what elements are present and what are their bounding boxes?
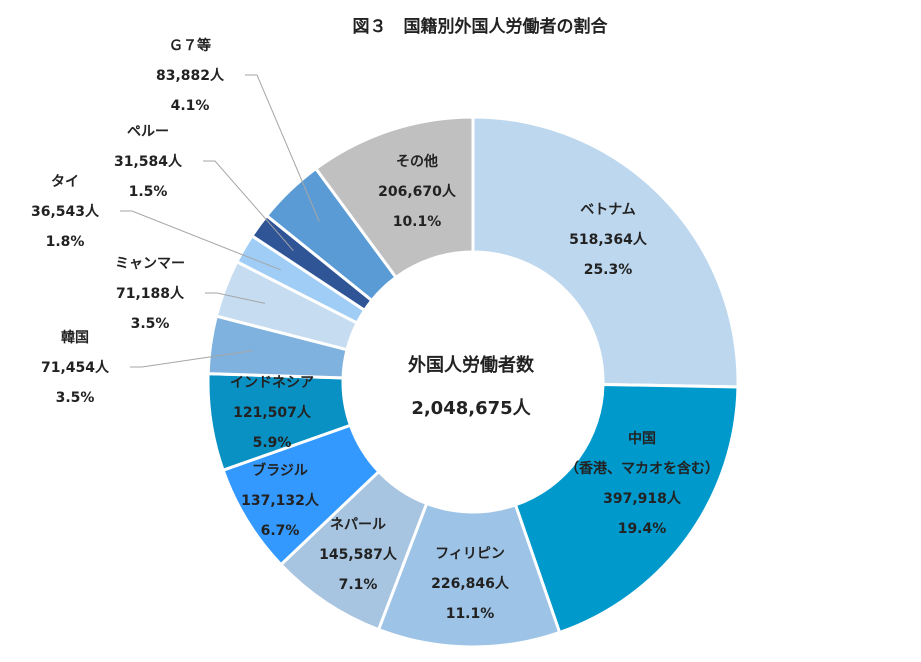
label-china-count: 397,918人 <box>603 490 682 507</box>
leader-line-peru <box>203 160 294 251</box>
label-nepal-name: ネパール <box>330 517 386 533</box>
label-nepal-count: 145,587人 <box>319 546 398 563</box>
label-korea-name: 韓国 <box>61 329 89 346</box>
label-myanmar-percent: 3.5% <box>131 316 170 332</box>
label-g7-name: Ｇ７等 <box>169 37 211 54</box>
slice-vietnam <box>471 115 740 389</box>
label-brazil-name: ブラジル <box>252 462 308 479</box>
slice-china <box>513 382 740 635</box>
label-indonesia-percent: 5.9% <box>253 435 292 451</box>
label-korea-percent: 3.5% <box>56 390 95 406</box>
label-korea-count: 71,454人 <box>41 359 110 376</box>
label-other-percent: 10.1% <box>393 214 442 230</box>
label-g7-count: 83,882人 <box>156 67 225 84</box>
label-thailand-percent: 1.8% <box>46 234 85 250</box>
label-china-name2: （香港、マカオを含む） <box>565 460 719 477</box>
label-peru-count: 31,584人 <box>114 153 183 170</box>
slices-layer <box>206 115 740 649</box>
label-myanmar-count: 71,188人 <box>116 285 185 302</box>
center-value: 2,048,675人 <box>411 398 531 419</box>
label-philippines-name: フィリピン <box>435 546 505 562</box>
label-thailand-count: 36,543人 <box>31 203 100 220</box>
label-philippines-percent: 11.1% <box>446 606 495 622</box>
label-thailand-name: タイ <box>51 174 79 190</box>
label-china-percent: 19.4% <box>618 521 667 537</box>
label-other-count: 206,670人 <box>378 183 457 200</box>
slice-other <box>313 115 475 280</box>
leader-lines-layer <box>120 74 320 368</box>
labels-layer: ベトナム 518,364人 25.3% 中国 （香港、マカオを含む） 397,918人 19… <box>31 37 719 622</box>
label-nepal-percent: 7.1% <box>339 577 378 593</box>
label-myanmar-name: ミャンマー <box>115 256 185 272</box>
label-indonesia-name: インドネシア <box>230 375 314 391</box>
leader-line-g7 <box>245 74 320 222</box>
label-peru-percent: 1.5% <box>129 184 168 200</box>
label-brazil-count: 137,132人 <box>241 492 320 509</box>
chart-title: 図３ 国籍別外国人労働者の割合 <box>353 16 609 37</box>
label-china-name: 中国 <box>628 430 656 447</box>
label-g7-percent: 4.1% <box>171 98 210 114</box>
label-vietnam-count: 518,364人 <box>569 231 648 248</box>
label-peru-name: ペルー <box>127 124 169 140</box>
label-vietnam-percent: 25.3% <box>584 262 633 278</box>
leader-line-korea <box>130 350 253 368</box>
label-vietnam-name: ベトナム <box>580 202 636 218</box>
center-label: 外国人労働者数 <box>408 354 535 376</box>
leader-line-myanmar <box>205 292 265 304</box>
label-philippines-count: 226,846人 <box>431 575 510 592</box>
label-other-name: その他 <box>396 153 438 170</box>
leader-line-thailand <box>120 210 281 271</box>
label-brazil-percent: 6.7% <box>261 523 300 539</box>
label-indonesia-count: 121,507人 <box>233 404 312 421</box>
